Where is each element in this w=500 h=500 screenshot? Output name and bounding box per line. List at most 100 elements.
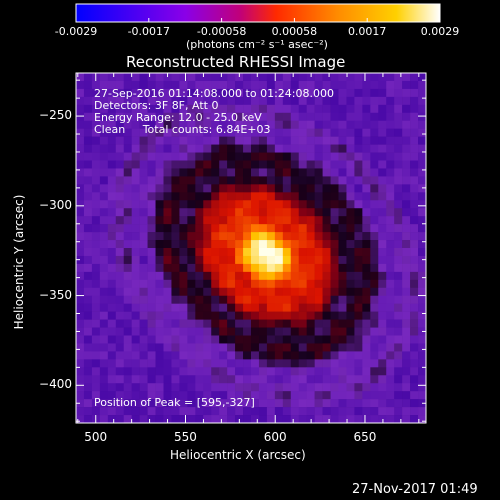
heatmap-cell	[282, 303, 292, 312]
heatmap-cell	[418, 128, 426, 137]
heatmap-cell	[211, 168, 220, 177]
heatmap-cell	[155, 415, 164, 423]
heatmap-cell	[378, 144, 387, 153]
heatmap-cell	[251, 168, 260, 177]
heatmap-cell	[290, 295, 300, 304]
heatmap-cell	[155, 144, 164, 153]
heatmap-cell	[394, 176, 403, 185]
heatmap-cell	[282, 224, 292, 233]
heatmap-cell	[354, 415, 363, 423]
heatmap-cell	[211, 96, 220, 106]
heatmap-cell	[91, 88, 101, 98]
heatmap-cell	[354, 200, 363, 209]
heatmap-cell	[402, 335, 411, 344]
heatmap-cell	[187, 136, 196, 145]
heatmap-cell	[107, 224, 117, 233]
heatmap-cell	[219, 160, 228, 169]
heatmap-cell	[274, 391, 284, 400]
heatmap-cell	[386, 216, 395, 225]
heatmap-cell	[330, 224, 339, 233]
heatmap-cell	[235, 184, 244, 193]
heatmap-cell	[187, 263, 196, 273]
heatmap-cell	[322, 391, 331, 400]
heatmap-cell	[187, 176, 196, 185]
heatmap-cell	[370, 168, 379, 177]
x-tick-label: 550	[174, 430, 197, 444]
heatmap-cell	[378, 112, 387, 122]
heatmap-cell	[155, 224, 164, 233]
heatmap-cell	[83, 367, 93, 376]
heatmap-cell	[354, 96, 363, 106]
heatmap-cell	[402, 271, 411, 281]
heatmap-cell	[107, 240, 117, 249]
heatmap-cell	[76, 216, 85, 225]
heatmap-cell	[83, 80, 93, 90]
heatmap-cell	[258, 80, 268, 90]
heatmap-cell	[266, 176, 276, 185]
heatmap-cell	[99, 359, 109, 368]
heatmap-cell	[131, 263, 140, 273]
heatmap-cell	[155, 391, 164, 400]
heatmap-cell	[298, 279, 307, 289]
heatmap-cell	[123, 335, 132, 344]
heatmap-cell	[171, 248, 180, 257]
heatmap-cell	[298, 152, 307, 161]
heatmap-cell	[131, 303, 140, 312]
heatmap-cell	[410, 184, 419, 193]
heatmap-cell	[322, 311, 331, 320]
heatmap-cell	[251, 216, 260, 225]
heatmap-cell	[123, 399, 132, 408]
heatmap-cell	[171, 224, 180, 233]
heatmap-cell	[147, 311, 156, 320]
heatmap-cell	[91, 335, 101, 344]
heatmap-cell	[314, 407, 323, 416]
heatmap-cell	[298, 319, 307, 328]
heatmap-cell	[107, 319, 117, 328]
heatmap-cell	[235, 73, 244, 82]
heatmap-cell	[274, 168, 284, 177]
heatmap-cell	[155, 80, 164, 90]
x-axis-label: Heliocentric X (arcsec)	[170, 448, 306, 462]
heatmap-cell	[298, 224, 307, 233]
heatmap-cell	[115, 80, 125, 90]
heatmap-cell	[290, 128, 300, 137]
heatmap-cell	[203, 335, 212, 344]
heatmap-cell	[322, 263, 331, 273]
heatmap-cell	[298, 96, 307, 106]
heatmap-cell	[115, 263, 125, 273]
heatmap-cell	[306, 343, 315, 352]
heatmap-cell	[362, 383, 371, 392]
heatmap-cell	[362, 176, 371, 185]
heatmap-cell	[266, 375, 276, 384]
heatmap-cell	[243, 168, 252, 177]
heatmap-cell	[107, 295, 117, 304]
heatmap-cell	[330, 176, 339, 185]
heatmap-cell	[282, 152, 292, 161]
heatmap-cell	[298, 415, 307, 423]
heatmap-cell	[290, 80, 300, 90]
heatmap-cell	[251, 287, 260, 297]
heatmap-cell	[131, 319, 140, 328]
heatmap-cell	[203, 120, 212, 129]
heatmap-cell	[115, 224, 125, 233]
heatmap-cell	[338, 120, 347, 129]
heatmap-cell	[418, 263, 426, 273]
heatmap-cell	[131, 136, 140, 145]
colorbar-tick-label: -0.0017	[127, 25, 171, 38]
heatmap-cell	[235, 232, 244, 241]
heatmap-cell	[386, 295, 395, 304]
heatmap-cell	[195, 351, 204, 360]
heatmap-cell	[227, 407, 236, 416]
heatmap-cell	[266, 240, 276, 249]
heatmap-cell	[362, 120, 371, 129]
heatmap-cell	[290, 367, 300, 376]
heatmap-cell	[394, 128, 403, 137]
heatmap-cell	[354, 104, 363, 114]
heatmap-cell	[115, 375, 125, 384]
heatmap-cell	[99, 104, 109, 114]
heatmap-cell	[386, 184, 395, 193]
heatmap-cell	[91, 224, 101, 233]
heatmap-cell	[139, 311, 148, 320]
heatmap-cell	[227, 176, 236, 185]
heatmap-cell	[394, 112, 403, 122]
